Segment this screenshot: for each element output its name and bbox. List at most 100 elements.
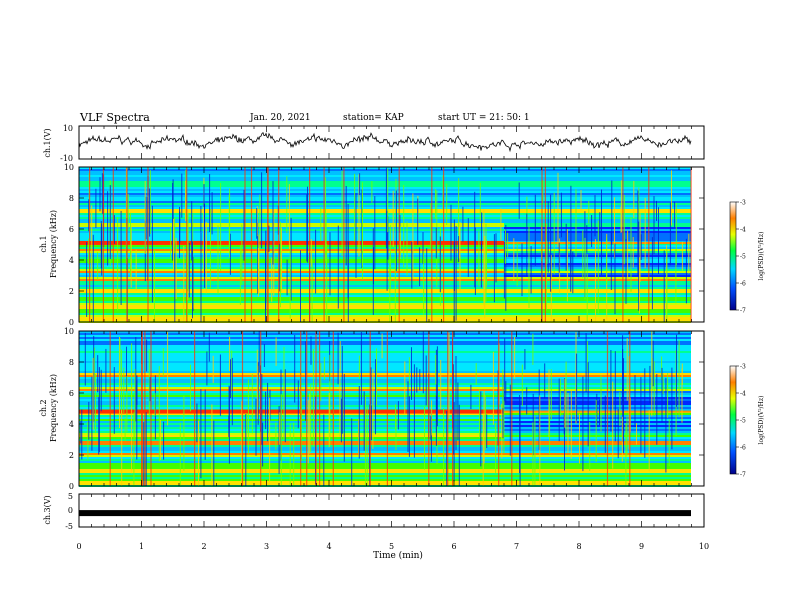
spec-streak [534,194,536,266]
spec-streak [589,421,591,471]
spec-row [504,463,691,465]
spec-row [79,305,504,307]
spec-row [79,473,504,475]
spec-streak [91,205,93,279]
spec-spike [112,167,114,322]
spec-streak [548,369,550,437]
spec-streak [422,232,424,264]
chart-title: VLF Spectra [80,111,150,124]
spec-streak [328,392,330,448]
spec-row [504,185,691,187]
spec-streak [136,380,138,460]
spec-streak [245,414,247,486]
spec-streak [435,227,437,259]
spec-row [504,309,691,311]
spec-streak [532,333,534,365]
spec-row [504,479,691,481]
spec-streak [458,236,460,262]
spec-streak [315,229,317,294]
spec-streak [191,201,193,261]
spec-streak [565,361,567,437]
spec-streak [544,363,546,399]
spec-streak [567,393,569,453]
spec-streak [503,400,505,454]
spec-strong-band [504,241,691,244]
spec-row [504,409,691,411]
spec-spike [398,167,400,322]
spec-streak [668,419,670,467]
spec-streak [620,180,622,233]
spec-streak [105,348,107,393]
spec-streak [614,351,616,442]
spec-row [504,467,691,469]
spec-streak [486,239,487,287]
spec-streak [173,218,174,272]
spec-streak [273,210,275,296]
spec-streak [320,363,322,402]
spec-row [504,475,691,477]
spec-streak [300,250,301,322]
spec-streak [206,351,208,386]
spec-streak [493,234,495,303]
spec-row [504,295,691,297]
spec-row [504,365,691,367]
x-tick-label: 9 [639,542,644,551]
spec-row [504,423,691,425]
spec-row [504,435,691,437]
spec-row [504,437,691,439]
spec-streak [681,368,683,423]
spec-streak [113,367,115,434]
spec-row [504,449,691,451]
spec-row [504,461,691,463]
spectrogram-ch1 [79,167,692,323]
spec-streak [651,331,653,417]
spec-row [504,383,691,385]
spec-streak [172,179,174,223]
spec-streak [676,334,677,407]
spec-streak [123,367,125,413]
spec-row [504,447,691,449]
ch1-ytick-bottom: -10 [60,154,73,163]
spec-streak [179,422,181,486]
spec-row [504,429,691,431]
spec-row [79,301,504,303]
spec-streak [84,332,86,386]
spec-streak [131,343,133,407]
spec-streak [530,246,532,294]
spec-row [504,291,691,293]
y-tick-label: 6 [69,225,74,234]
spec-streak [81,409,83,460]
spec-row [504,255,691,257]
spec-streak [622,349,624,442]
spec-streak [231,350,233,390]
spec-streak [597,220,599,314]
spec-streak [146,339,148,372]
spec-row [79,463,504,465]
spec-row [79,393,504,395]
spec-row [79,391,504,393]
spec-streak [375,359,376,435]
spec-streak [430,409,432,462]
spec-streak [617,409,619,459]
spec-streak [509,384,511,456]
spec-streak [455,356,457,450]
spec-row [504,419,691,421]
colorbar-tick-label: -7 [740,308,746,315]
spec-streak [360,332,362,405]
ch1-ytick-top: 10 [63,124,73,133]
spec-streak [513,238,515,281]
spec-streak [149,377,151,402]
ch1-waveform-ylabel: ch.1(V) [43,128,52,157]
spec-spike [244,167,246,322]
spec-streak [526,196,528,221]
spec-streak [86,242,88,317]
spec-spike [144,331,146,486]
spec-streak [591,215,593,248]
spec-streak [484,395,486,451]
spec-streak [519,403,521,486]
spec-row [79,477,504,479]
spec-row [79,447,504,449]
spec-row [504,381,691,383]
spec-streak [639,213,641,282]
spec-streak [599,399,600,426]
